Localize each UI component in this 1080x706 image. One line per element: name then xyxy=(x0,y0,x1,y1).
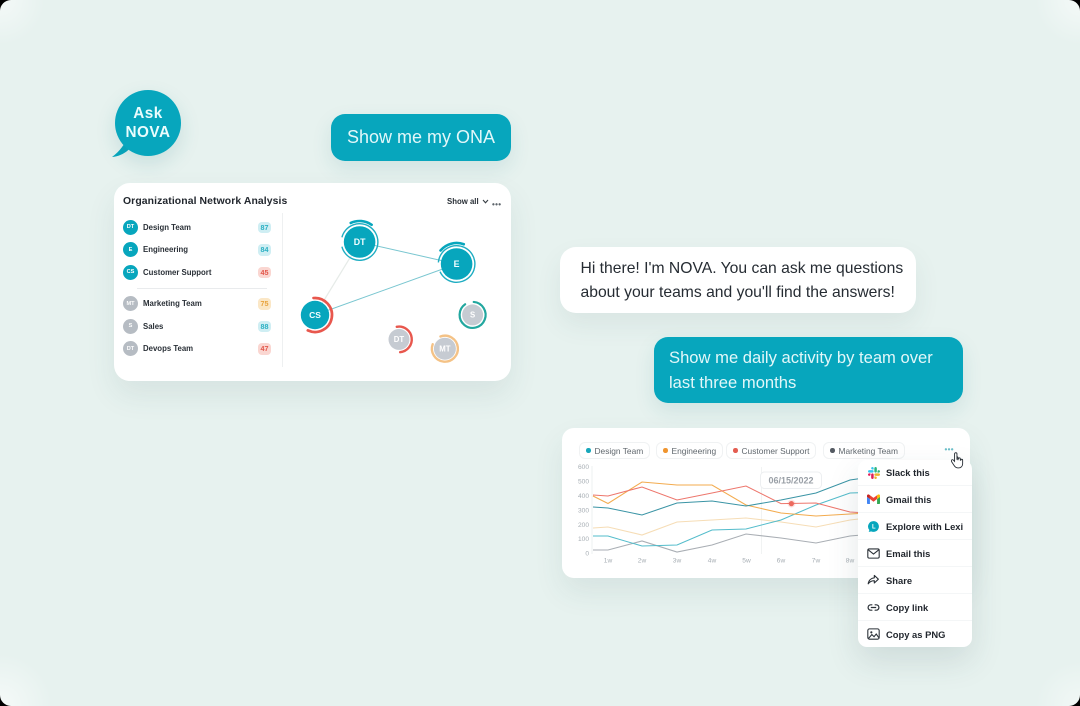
svg-text:S: S xyxy=(470,311,475,320)
svg-text:7w: 7w xyxy=(812,558,821,565)
svg-text:600: 600 xyxy=(578,464,589,471)
svg-text:100: 100 xyxy=(578,536,589,543)
svg-text:300: 300 xyxy=(578,508,589,515)
svg-text:6w: 6w xyxy=(777,558,786,565)
svg-text:E: E xyxy=(454,259,460,269)
svg-text:400: 400 xyxy=(578,493,589,500)
svg-text:500: 500 xyxy=(578,479,589,486)
svg-text:200: 200 xyxy=(578,522,589,529)
svg-text:DT: DT xyxy=(354,237,366,247)
svg-text:DT: DT xyxy=(394,335,405,344)
svg-text:CS: CS xyxy=(309,310,321,320)
svg-text:4w: 4w xyxy=(708,558,717,565)
svg-text:0: 0 xyxy=(585,551,589,558)
svg-text:5w: 5w xyxy=(742,558,751,565)
svg-text:L: L xyxy=(872,524,876,530)
svg-text:3w: 3w xyxy=(673,558,682,565)
svg-text:2w: 2w xyxy=(638,558,647,565)
svg-text:1w: 1w xyxy=(604,558,613,565)
svg-text:MT: MT xyxy=(439,345,450,354)
svg-text:06/15/2022: 06/15/2022 xyxy=(768,476,813,486)
svg-text:8w: 8w xyxy=(846,558,855,565)
